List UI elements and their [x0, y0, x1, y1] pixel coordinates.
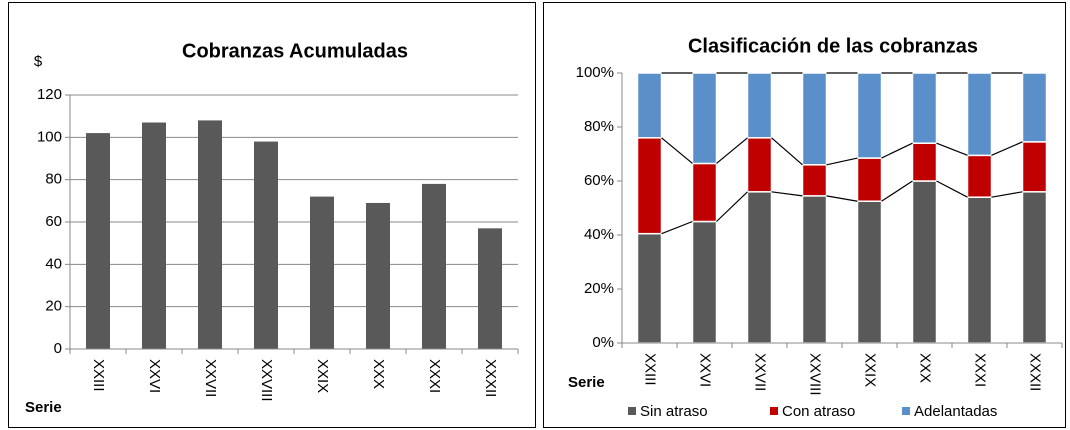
legend-swatch	[902, 407, 910, 415]
x-tick-label: XXX	[370, 359, 387, 389]
legend-label: Sin atraso	[640, 403, 708, 420]
x-tick-label: XXXII	[482, 359, 499, 397]
series-line	[661, 220, 693, 235]
bar-segment	[801, 72, 828, 166]
bar	[86, 133, 110, 349]
series-line	[881, 142, 913, 159]
series-line	[716, 191, 748, 222]
series-line	[991, 191, 1023, 198]
bar-segment	[1021, 141, 1048, 193]
bar-segment	[746, 137, 773, 193]
x-tick-label: XXIII	[90, 359, 107, 392]
bar-segment	[636, 137, 663, 235]
y-tick-label: 80%	[584, 118, 614, 135]
y-tick-label: 20%	[584, 280, 614, 297]
y-tick-label: 0%	[592, 334, 614, 351]
bar-segment	[966, 196, 993, 344]
x-tick-label: XXVIII	[258, 359, 275, 402]
bar-segment	[856, 200, 883, 344]
series-line	[936, 142, 968, 156]
chart-title: Cobranzas Acumuladas	[182, 40, 408, 62]
x-tick-label: XXXII	[1027, 353, 1044, 391]
y-tick-label: 60%	[584, 172, 614, 189]
x-tick-label: XXIX	[862, 353, 879, 387]
bar-segment	[911, 72, 938, 144]
y-tick-label: 100	[37, 128, 62, 145]
bar-segment	[911, 142, 938, 182]
bar	[366, 202, 390, 349]
x-tick-label: XXVI	[146, 359, 163, 393]
bar-segment	[691, 72, 718, 165]
y-tick-label: 20	[45, 298, 62, 315]
bar	[254, 141, 278, 349]
series-line	[826, 157, 858, 166]
y-tick-label: 80	[45, 171, 62, 188]
bar-segment	[856, 157, 883, 203]
x-tick-label: XXVI	[697, 353, 714, 387]
x-tick-label: XXIX	[314, 359, 331, 393]
bar	[142, 122, 166, 350]
series-line	[826, 195, 858, 202]
series-line	[661, 137, 693, 164]
bar	[198, 120, 222, 350]
bar	[310, 196, 334, 349]
bar-segment	[1021, 72, 1048, 143]
bar-segment	[746, 72, 773, 139]
series-line	[881, 180, 913, 202]
y-tick-label: 0	[54, 340, 62, 357]
x-tick-label: XXVII	[202, 359, 219, 397]
bar-segment	[801, 195, 828, 344]
x-tick-label: XXXI	[426, 359, 443, 393]
x-tick-label: XXVII	[752, 353, 769, 391]
y-tick-label: 40%	[584, 226, 614, 243]
legend-label: Con atraso	[782, 403, 855, 420]
bar-segment	[636, 72, 663, 139]
legend-label: Adelantadas	[914, 403, 997, 420]
y-tick-label: 40	[45, 255, 62, 272]
bar-segment	[856, 72, 883, 159]
y-axis-label: $	[34, 53, 43, 70]
y-tick-label: 100%	[576, 64, 614, 81]
x-tick-label: XXXI	[972, 353, 989, 387]
bar	[422, 183, 446, 349]
x-tick-label: XXIII	[642, 353, 659, 386]
bar	[478, 228, 502, 349]
x-tick-label: XXX	[917, 353, 934, 383]
series-line	[936, 180, 968, 198]
bar-segment	[636, 232, 663, 344]
x-axis-label: Serie	[568, 374, 605, 391]
legend-swatch	[770, 407, 778, 415]
series-line	[716, 137, 748, 164]
series-line	[771, 137, 803, 166]
y-tick-label: 120	[37, 86, 62, 103]
x-axis-label: Serie	[25, 399, 62, 416]
y-tick-label: 60	[45, 213, 62, 230]
bar-segment	[1021, 191, 1048, 344]
bar-segment	[691, 162, 718, 223]
x-tick-label: XXVIII	[807, 353, 824, 396]
series-line	[991, 141, 1023, 156]
bar-segment	[966, 154, 993, 198]
bar-segment	[691, 220, 718, 344]
bar-segment	[801, 164, 828, 197]
series-line	[771, 191, 803, 197]
legend-swatch	[628, 407, 636, 415]
bar-segment	[966, 72, 993, 157]
bar-segment	[911, 180, 938, 344]
bar-segment	[746, 191, 773, 344]
chart-title: Clasificación de las cobranzas	[688, 35, 978, 57]
